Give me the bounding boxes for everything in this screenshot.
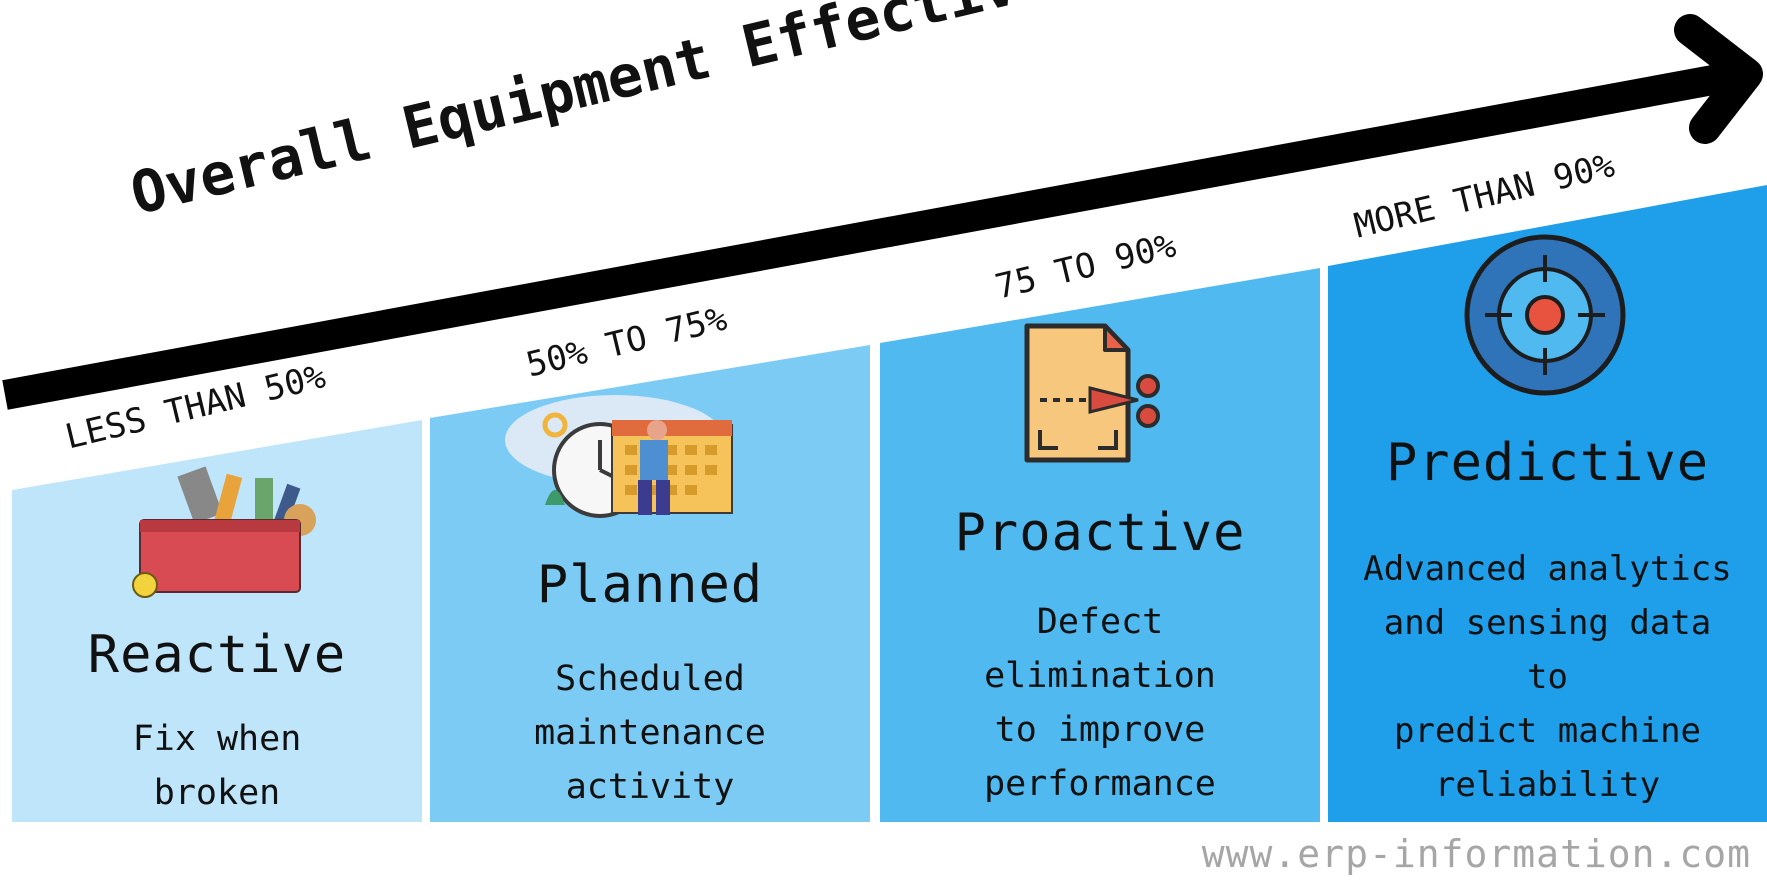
panel-reactive	[12, 420, 422, 822]
trend-arrow	[2, 14, 1763, 410]
stage-desc-planned: Scheduled maintenance activity	[534, 659, 766, 807]
stage-name-proactive: Proactive	[954, 503, 1246, 563]
stage-desc-predictive: Advanced analytics and sensing data to p…	[1363, 549, 1732, 805]
target-icon	[1464, 234, 1626, 396]
footer-url: www.erp-information.com	[1201, 832, 1751, 876]
stage-name-reactive: Reactive	[87, 625, 347, 685]
stage-desc-reactive: Fix when broken	[132, 719, 302, 813]
stage-desc-proactive: Defect elimination to improve performanc…	[984, 602, 1216, 804]
stage-name-predictive: Predictive	[1385, 433, 1710, 493]
calendar-schedule-icon	[505, 395, 733, 518]
panel-proactive	[880, 268, 1320, 822]
panel-predictive	[1328, 185, 1767, 822]
stage-name-planned: Planned	[536, 555, 764, 615]
document-scissors-icon	[1024, 323, 1160, 463]
toolbox-icon	[132, 466, 316, 598]
